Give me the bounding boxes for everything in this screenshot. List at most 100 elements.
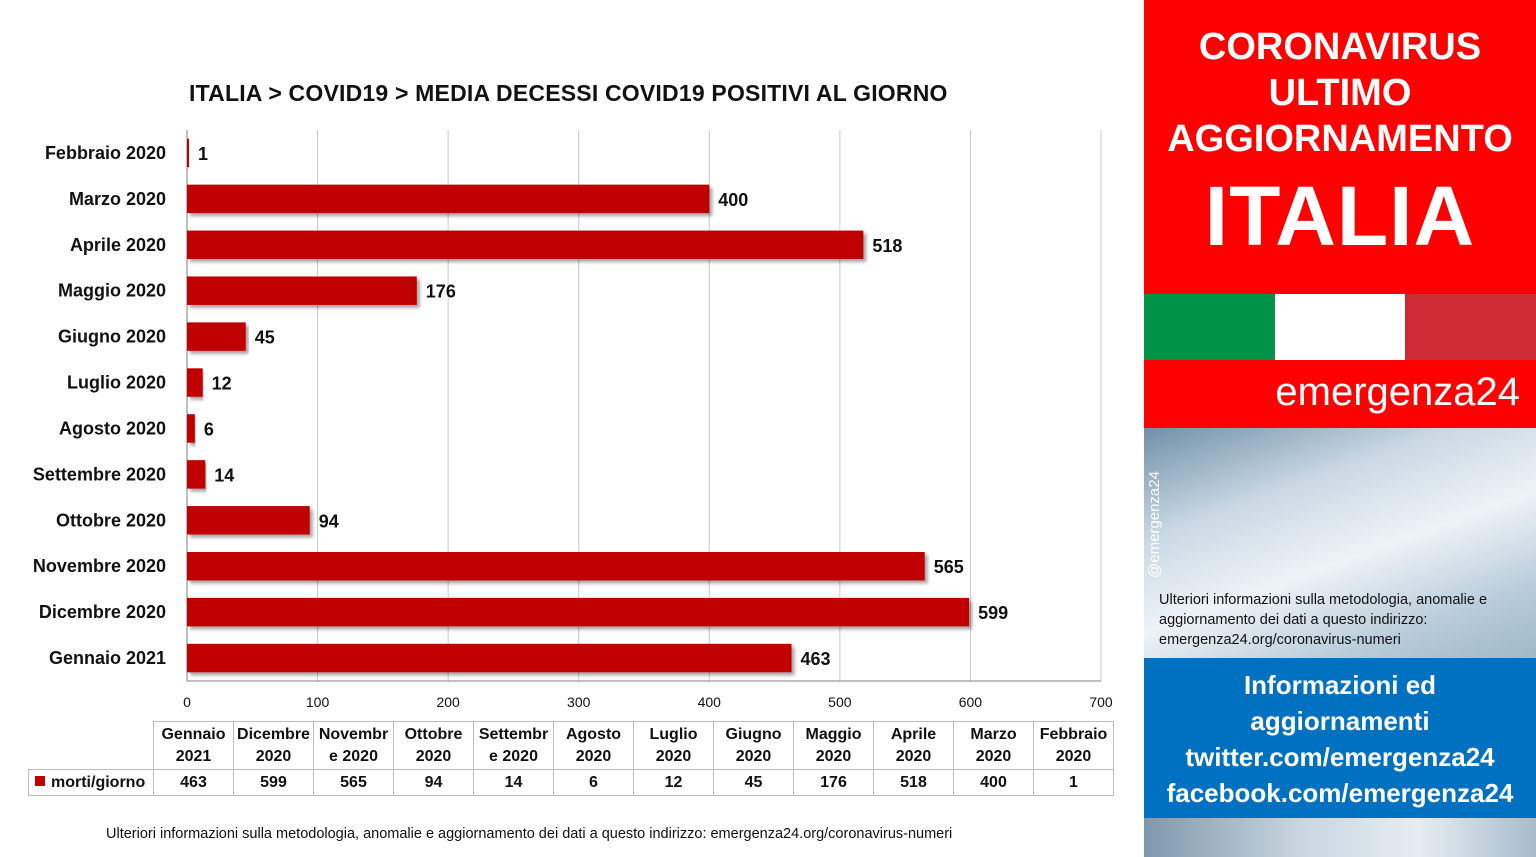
table-header-line: Giugno bbox=[725, 725, 782, 743]
x-tick-label: 200 bbox=[436, 694, 460, 710]
table-header-line: 2020 bbox=[735, 747, 772, 765]
brand-name: emergenza24 bbox=[1275, 370, 1520, 414]
bottom-photo-strip bbox=[1144, 818, 1536, 857]
table-header-line: e 2020 bbox=[489, 747, 538, 765]
table-header-cell: Marzo 2020 bbox=[953, 721, 1034, 770]
table-header-row: Gennaio 2021 Dicembre 2020 Novembr e 2020 Otto… bbox=[28, 721, 1114, 770]
x-tick-label: 400 bbox=[698, 694, 722, 710]
bar-chart: 0 100 200 300 400 500 600 700 Febbraio 2020 1 Marz… bbox=[33, 130, 1113, 710]
table-value-cell: 565 bbox=[313, 769, 394, 796]
headline-line-1: CORONAVIRUS bbox=[1198, 26, 1482, 68]
table-header-line: 2020 bbox=[815, 747, 852, 765]
table-header-line: Aprile bbox=[890, 725, 937, 743]
category-label: Giugno 2020 bbox=[58, 327, 166, 347]
category-label: Agosto 2020 bbox=[59, 418, 166, 438]
bar bbox=[187, 414, 195, 443]
x-tick-label: 500 bbox=[828, 694, 852, 710]
table-value-cell: 400 bbox=[953, 769, 1034, 796]
category-label: Dicembre 2020 bbox=[39, 602, 166, 622]
table-header-cell: Luglio 2020 bbox=[633, 721, 714, 770]
bar bbox=[187, 184, 710, 214]
bar bbox=[187, 460, 206, 489]
table-value-cell: 45 bbox=[713, 769, 794, 796]
category-label: Luglio 2020 bbox=[67, 373, 166, 393]
data-label: 94 bbox=[319, 511, 339, 531]
x-tick-label: 600 bbox=[959, 694, 983, 710]
table-header-cell: Aprile 2020 bbox=[873, 721, 954, 770]
table-value-cell: 12 bbox=[633, 769, 714, 796]
category-label: Marzo 2020 bbox=[69, 189, 166, 209]
table-header-line: Gennaio bbox=[161, 725, 226, 743]
data-label: 12 bbox=[212, 374, 232, 394]
social-handle: @emergenza24 bbox=[1146, 471, 1163, 578]
bar bbox=[187, 597, 970, 627]
table-header-line: 2020 bbox=[255, 747, 292, 765]
bar bbox=[187, 643, 792, 673]
table-header-line: Marzo bbox=[970, 725, 1017, 743]
table-header-cell: Febbraio 2020 bbox=[1033, 721, 1114, 770]
table-header-line: Agosto bbox=[565, 725, 622, 743]
bar bbox=[187, 138, 189, 168]
table-value-cell: 463 bbox=[153, 769, 234, 796]
footer-note: Ulteriori informazioni sulla metodologia… bbox=[106, 826, 953, 842]
category-label: Settembre 2020 bbox=[33, 464, 166, 484]
flag-stripe-red bbox=[1405, 294, 1536, 360]
data-label: 14 bbox=[214, 465, 234, 485]
data-label: 463 bbox=[801, 649, 831, 669]
x-tick-label: 700 bbox=[1089, 694, 1113, 710]
table-value-cell: 176 bbox=[793, 769, 874, 796]
table-value-cell: 1 bbox=[1033, 769, 1114, 796]
headline-block: CORONAVIRUS ULTIMO AGGIORNAMENTO ITALIA bbox=[1144, 0, 1536, 294]
category-label: Aprile 2020 bbox=[70, 235, 166, 255]
chart-title: ITALIA > COVID19 > MEDIA DECESSI COVID19… bbox=[189, 80, 948, 106]
brand-bar: emergenza24 bbox=[1144, 360, 1536, 428]
bar bbox=[187, 230, 864, 260]
x-tick-label: 100 bbox=[306, 694, 330, 710]
flag-stripe-white bbox=[1274, 294, 1406, 360]
table-value-cell: 94 bbox=[393, 769, 474, 796]
data-label: 518 bbox=[872, 236, 902, 256]
category-label: Gennaio 2021 bbox=[49, 648, 166, 668]
table-header-line: Settembr bbox=[478, 725, 549, 743]
bar bbox=[187, 322, 246, 351]
data-label: 6 bbox=[204, 419, 214, 439]
bar bbox=[187, 276, 417, 305]
data-label: 176 bbox=[426, 282, 456, 302]
background-photo: @emergenza24 Ulteriori informazioni sull… bbox=[1144, 428, 1536, 658]
category-label: Maggio 2020 bbox=[58, 281, 166, 301]
table-corner-cell bbox=[28, 721, 154, 770]
legend-label: morti/giorno bbox=[51, 773, 146, 791]
info-line-1: Informazioni ed bbox=[1243, 670, 1437, 700]
category-label: Novembre 2020 bbox=[33, 556, 166, 576]
table-header-cell: Gennaio 2021 bbox=[153, 721, 234, 770]
table-header-line: e 2020 bbox=[329, 747, 378, 765]
facebook-link[interactable]: facebook.com/emergenza24 bbox=[1166, 778, 1514, 808]
bar bbox=[187, 551, 925, 581]
table-header-line: Luglio bbox=[649, 725, 698, 743]
headline-line-2: ULTIMO bbox=[1268, 72, 1412, 114]
table-header-cell: Novembr e 2020 bbox=[313, 721, 394, 770]
table-header-line: 2021 bbox=[175, 747, 212, 765]
table-legend-cell: morti/giorno bbox=[28, 769, 154, 796]
table-header-cell: Dicembre 2020 bbox=[233, 721, 314, 770]
side-panel: CORONAVIRUS ULTIMO AGGIORNAMENTO ITALIA … bbox=[1144, 0, 1536, 857]
category-label: Febbraio 2020 bbox=[45, 143, 166, 163]
table-header-line: 2020 bbox=[895, 747, 932, 765]
table-header-line: Ottobre bbox=[404, 725, 463, 743]
methodology-note: Ulteriori informazioni sulla metodologia… bbox=[1159, 592, 1488, 648]
table-header-line: 2020 bbox=[655, 747, 692, 765]
table-value-cell: 599 bbox=[233, 769, 314, 796]
data-table: Gennaio 2021 Dicembre 2020 Novembr e 2020 Otto… bbox=[28, 721, 1114, 796]
info-line-2: aggiornamenti bbox=[1250, 706, 1430, 736]
table-header-line: 2020 bbox=[415, 747, 452, 765]
legend-key-icon bbox=[35, 775, 45, 786]
data-label: 45 bbox=[255, 328, 275, 348]
table-value-cell: 6 bbox=[553, 769, 634, 796]
table-header-line: Dicembre bbox=[237, 725, 310, 743]
table-value-cell: 518 bbox=[873, 769, 954, 796]
info-block: Informazioni ed aggiornamenti twitter.co… bbox=[1144, 658, 1536, 818]
twitter-link[interactable]: twitter.com/emergenza24 bbox=[1185, 742, 1495, 772]
table-header-line: 2020 bbox=[1055, 747, 1092, 765]
table-header-line: 2020 bbox=[975, 747, 1012, 765]
table-header-line: Novembr bbox=[318, 725, 389, 743]
